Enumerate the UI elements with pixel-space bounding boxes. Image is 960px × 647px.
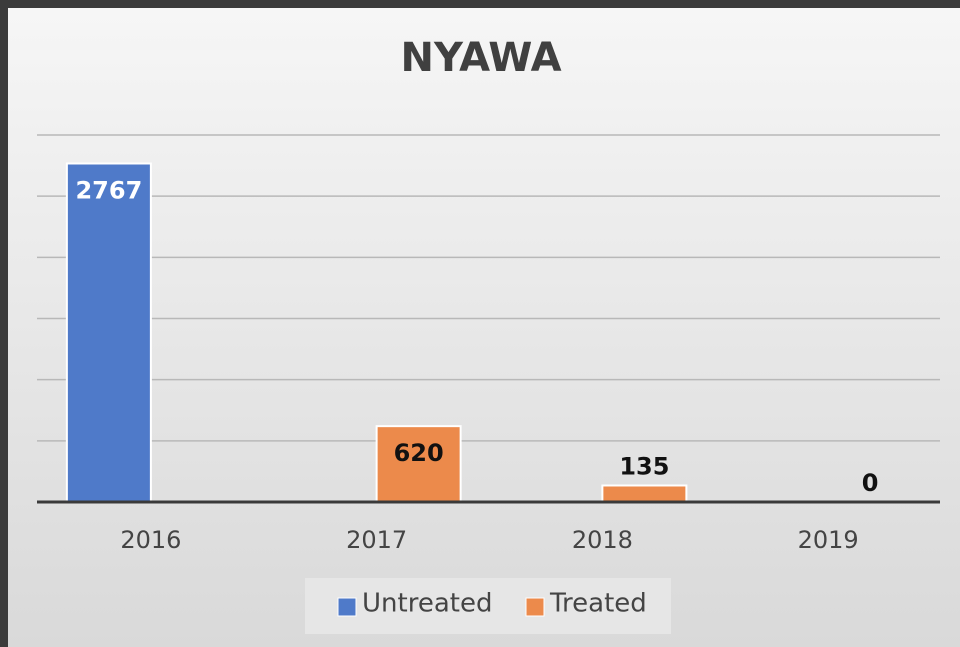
data-label: 0	[862, 469, 879, 497]
chart-title: NYAWA	[400, 35, 561, 81]
data-label: 2767	[75, 177, 142, 205]
data-label: 620	[394, 439, 444, 467]
bar	[601, 484, 688, 503]
x-tick-label: 2018	[572, 526, 633, 554]
bar	[65, 162, 152, 503]
x-tick-label: 2019	[798, 526, 859, 554]
x-tick-label: 2016	[120, 526, 181, 554]
x-tick-label: 2017	[346, 526, 407, 554]
legend	[305, 578, 671, 634]
data-label: 135	[619, 452, 669, 480]
legend-label: Untreated	[362, 589, 492, 619]
legend-label: Treated	[549, 589, 647, 619]
bar	[375, 425, 462, 503]
chart-area	[8, 8, 960, 647]
legend-swatch	[525, 597, 545, 617]
legend-swatch	[337, 597, 357, 617]
